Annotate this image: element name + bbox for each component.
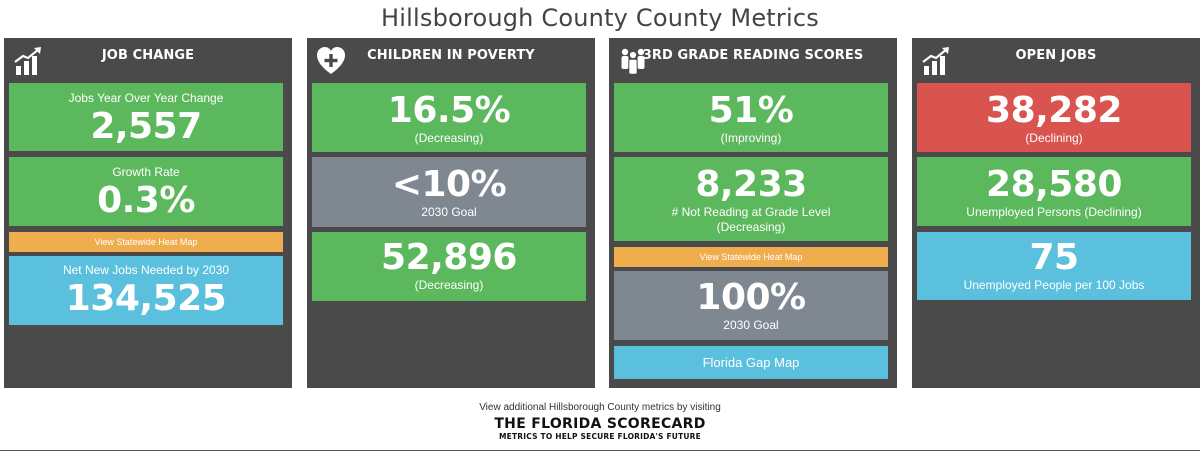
page-title: Hillsborough County County Metrics (381, 4, 819, 32)
card-label: (Declining) (1025, 131, 1083, 145)
panel-header: OPEN JOBS (912, 38, 1200, 82)
heart-plus-icon (317, 47, 345, 74)
panel-header: CHILDREN IN POVERTY (307, 38, 595, 82)
view-heat-map-button[interactable]: View Statewide Heat Map (614, 247, 888, 267)
bottom-divider (0, 450, 1200, 451)
panel-title: JOB CHANGE (101, 48, 195, 63)
panel-children-poverty: CHILDREN IN POVERTY 16.5% (Decreasing) <… (307, 38, 595, 388)
brand-tagline: METRICS TO HELP SECURE FLORIDA'S FUTURE (499, 432, 701, 441)
unemployed-per-100-card: 75 Unemployed People per 100 Jobs (917, 232, 1191, 300)
bar-chart-growth-icon (922, 47, 949, 75)
card-label: (Decreasing) (414, 131, 484, 145)
growth-rate-card: Growth Rate 0.3% (9, 157, 283, 226)
panel-title: 3RD GRADE READING SCORES (642, 48, 864, 63)
card-value: <10% (391, 164, 507, 205)
card-value: 16.5% (387, 90, 511, 131)
reading-score-card: 51% (Improving) (614, 83, 888, 152)
card-value: 38,282 (986, 90, 1122, 131)
reading-goal-card: 100% 2030 Goal (614, 271, 888, 340)
panel-header: 3RD GRADE READING SCORES (609, 38, 897, 82)
card-label: # Not Reading at Grade Level (671, 205, 831, 219)
card-value: 75 (1029, 237, 1079, 278)
panel-title: CHILDREN IN POVERTY (367, 48, 535, 63)
footer-text: View additional Hillsborough County metr… (479, 402, 721, 413)
card-value: 51% (708, 90, 794, 131)
card-label: Growth Rate (112, 165, 180, 179)
view-heat-map-button[interactable]: View Statewide Heat Map (9, 232, 283, 252)
brand-name: THE FLORIDA SCORECARD (494, 416, 706, 432)
card-value: 0.3% (97, 180, 195, 221)
card-label: Unemployed People per 100 Jobs (963, 278, 1145, 292)
florida-scorecard-link[interactable]: THE FLORIDA SCORECARD METRICS TO HELP SE… (0, 416, 1200, 441)
card-value: 52,896 (381, 237, 517, 278)
card-label: Net New Jobs Needed by 2030 (62, 263, 230, 277)
panel-open-jobs: OPEN JOBS 38,282 (Declining) 28,580 Unem… (912, 38, 1200, 388)
florida-gap-map-button[interactable]: Florida Gap Map (614, 346, 888, 379)
net-new-jobs-card: Net New Jobs Needed by 2030 134,525 (9, 256, 283, 325)
card-label: Jobs Year Over Year Change (68, 91, 224, 105)
panel-title: OPEN JOBS (1015, 48, 1097, 63)
poverty-rate-card: 16.5% (Decreasing) (312, 83, 586, 152)
card-value: 2,557 (90, 106, 202, 147)
bar-chart-growth-icon (14, 47, 41, 75)
card-value: 100% (696, 277, 806, 318)
unemployed-persons-card: 28,580 Unemployed Persons (Declining) (917, 157, 1191, 226)
card-value: 134,525 (65, 278, 227, 319)
card-label: 2030 Goal (723, 318, 779, 332)
card-value: 28,580 (986, 164, 1122, 205)
card-label-trend: (Decreasing) (716, 220, 786, 234)
card-label: (Decreasing) (414, 278, 484, 292)
group-people-icon (621, 48, 645, 75)
card-label: Unemployed Persons (Declining) (966, 205, 1142, 219)
panel-header: JOB CHANGE (4, 38, 292, 82)
card-label: (Improving) (720, 131, 782, 145)
poverty-count-card: 52,896 (Decreasing) (312, 232, 586, 301)
open-jobs-card: 38,282 (Declining) (917, 83, 1191, 152)
card-value: 8,233 (695, 164, 807, 205)
panel-job-change: JOB CHANGE Jobs Year Over Year Change 2,… (4, 38, 292, 388)
panel-reading-scores: 3RD GRADE READING SCORES 51% (Improving)… (609, 38, 897, 388)
jobs-yoy-card: Jobs Year Over Year Change 2,557 (9, 83, 283, 151)
poverty-goal-card: <10% 2030 Goal (312, 157, 586, 227)
card-label: 2030 Goal (421, 205, 477, 219)
not-reading-card: 8,233 # Not Reading at Grade Level (Decr… (614, 157, 888, 241)
